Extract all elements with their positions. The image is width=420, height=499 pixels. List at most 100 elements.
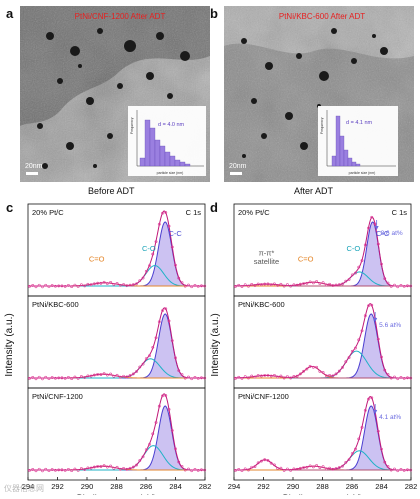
raw-data-point <box>315 365 319 369</box>
raw-data-point <box>41 285 44 289</box>
raw-data-point <box>396 285 400 289</box>
raw-data-point <box>177 369 181 372</box>
raw-data-point <box>305 367 309 371</box>
x-tick-label: 284 <box>375 482 388 491</box>
scale-bar-a: 20nm <box>25 163 43 175</box>
raw-data-point <box>89 374 93 378</box>
raw-data-point <box>311 465 315 469</box>
raw-data-point <box>96 465 100 468</box>
peak-label: C=O <box>89 255 105 264</box>
raw-data-point <box>289 284 293 288</box>
raw-data-point <box>285 283 289 287</box>
raw-data-point <box>196 285 200 288</box>
xps-subplot: PtNi/KBC-600 <box>27 295 207 389</box>
raw-data-point <box>305 465 309 469</box>
raw-data-point <box>334 372 338 376</box>
scale-bar-b: 20nm <box>229 163 247 175</box>
raw-data-point <box>260 459 263 463</box>
raw-data-point <box>285 375 289 379</box>
raw-data-point <box>289 376 293 380</box>
raw-data-point <box>135 282 138 286</box>
raw-data-point <box>125 375 129 379</box>
raw-data-point <box>347 278 351 281</box>
raw-data-point <box>234 284 237 288</box>
raw-data-point <box>247 376 250 380</box>
x-axis-label: Binding energy (eV) <box>77 493 157 495</box>
raw-data-point <box>135 463 138 467</box>
raw-data-point <box>383 277 387 280</box>
raw-data-point <box>298 282 302 286</box>
raw-data-point <box>253 375 257 379</box>
panel-letter-a: a <box>6 6 14 21</box>
raw-data-point <box>273 463 276 467</box>
raw-data-point <box>399 468 403 471</box>
raw-data-point <box>370 303 374 307</box>
raw-data-point <box>67 375 70 379</box>
raw-data-point <box>279 282 283 286</box>
raw-data-point <box>144 269 148 273</box>
raw-data-point <box>190 469 194 473</box>
raw-data-point <box>315 280 319 283</box>
raw-data-point <box>138 365 142 369</box>
raw-data-point <box>328 466 331 470</box>
raw-data-point <box>99 373 103 376</box>
raw-data-point <box>243 467 247 471</box>
x-tick-label: 288 <box>316 482 329 491</box>
raw-data-point <box>70 285 74 289</box>
raw-data-point <box>203 376 207 380</box>
raw-data-point <box>164 394 168 397</box>
x-tick-label: 282 <box>199 482 212 491</box>
raw-data-point <box>279 374 283 378</box>
svg-text:Frequency: Frequency <box>320 117 324 134</box>
raw-data-point <box>302 282 306 285</box>
raw-data-point <box>324 467 328 471</box>
raw-data-point <box>157 404 161 408</box>
raw-data-point <box>298 372 302 376</box>
raw-data-point <box>37 283 41 287</box>
raw-data-point <box>154 336 158 340</box>
raw-data-point <box>250 374 254 378</box>
raw-data-point <box>112 466 116 470</box>
raw-data-point <box>399 284 403 287</box>
raw-data-point <box>269 283 273 286</box>
raw-data-point <box>409 376 413 380</box>
raw-data-point <box>144 357 148 361</box>
raw-data-point <box>73 467 77 471</box>
tem-title-a: PtNi/CNF-1200 After ADT <box>75 12 166 21</box>
raw-data-point <box>180 373 184 376</box>
x-tick-label: 290 <box>81 482 94 491</box>
raw-data-point <box>367 397 370 401</box>
raw-data-point <box>380 355 383 359</box>
raw-data-point <box>393 283 396 287</box>
raw-data-point <box>318 282 322 285</box>
raw-data-point <box>380 447 383 451</box>
raw-data-point <box>237 283 241 287</box>
raw-data-point <box>28 284 31 288</box>
raw-data-point <box>402 285 406 288</box>
raw-data-point <box>341 282 344 286</box>
raw-data-point <box>47 377 51 381</box>
peak-label: C-O <box>142 244 156 253</box>
raw-data-point <box>386 373 390 376</box>
raw-data-point <box>115 373 119 377</box>
raw-data-point <box>399 376 403 379</box>
panel-letter-c: c <box>6 200 14 215</box>
raw-data-point <box>276 375 280 379</box>
raw-data-point <box>99 465 103 468</box>
raw-data-point <box>234 468 237 472</box>
raw-data-point <box>50 376 54 379</box>
raw-data-point <box>41 469 44 473</box>
raw-data-point <box>337 466 341 469</box>
raw-data-point <box>243 283 247 287</box>
raw-data-point <box>308 464 312 468</box>
raw-data-point <box>164 211 168 214</box>
raw-data-point <box>321 371 325 374</box>
raw-data-point <box>167 407 171 411</box>
raw-data-point <box>256 282 260 286</box>
raw-data-point <box>187 283 190 287</box>
raw-data-point <box>263 282 267 286</box>
arrowhead-icon <box>373 318 378 322</box>
raw-data-point <box>83 376 87 379</box>
raw-data-point <box>76 468 80 472</box>
raw-data-point <box>44 375 48 379</box>
